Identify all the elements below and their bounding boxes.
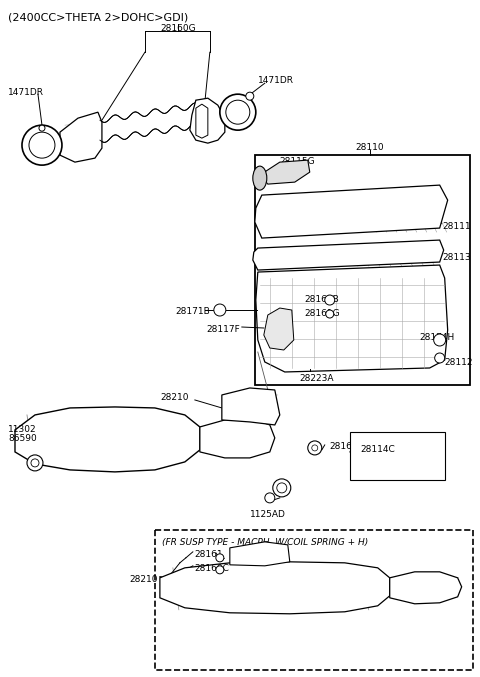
- Text: 28161: 28161: [195, 550, 224, 559]
- Bar: [350, 432, 444, 480]
- Polygon shape: [60, 112, 102, 162]
- Circle shape: [31, 459, 39, 467]
- Polygon shape: [222, 388, 280, 425]
- Circle shape: [27, 455, 43, 471]
- Text: 28111: 28111: [443, 222, 471, 231]
- Circle shape: [220, 94, 256, 130]
- Circle shape: [226, 100, 250, 124]
- Circle shape: [246, 92, 254, 100]
- Circle shape: [312, 445, 318, 451]
- Text: 28113: 28113: [443, 253, 471, 262]
- Bar: [155, 530, 473, 670]
- Circle shape: [435, 353, 444, 363]
- Text: 28112: 28112: [444, 358, 473, 367]
- Text: 28174H: 28174H: [420, 333, 455, 342]
- Text: 28117F: 28117F: [206, 325, 240, 334]
- Text: 28160B: 28160B: [305, 295, 339, 304]
- Text: 28161G: 28161G: [305, 309, 340, 318]
- Text: 28160G: 28160G: [160, 24, 196, 33]
- Text: 86590: 86590: [8, 434, 37, 443]
- Circle shape: [216, 566, 224, 574]
- Text: 28115G: 28115G: [280, 157, 315, 166]
- Circle shape: [325, 295, 335, 305]
- Text: (FR SUSP TYPE - MACPH. W/COIL SPRING + H): (FR SUSP TYPE - MACPH. W/COIL SPRING + H…: [162, 538, 368, 547]
- Text: 28110: 28110: [355, 143, 384, 152]
- Circle shape: [273, 479, 291, 497]
- Text: 1471DR: 1471DR: [8, 88, 44, 97]
- Text: (2400CC>THETA 2>DOHC>GDI): (2400CC>THETA 2>DOHC>GDI): [8, 12, 188, 22]
- Circle shape: [434, 334, 445, 346]
- Text: 28210: 28210: [161, 393, 189, 402]
- Bar: [255, 155, 469, 385]
- Circle shape: [308, 441, 322, 455]
- Polygon shape: [255, 185, 448, 238]
- Polygon shape: [15, 407, 200, 472]
- Polygon shape: [100, 103, 200, 142]
- Polygon shape: [390, 572, 462, 604]
- Text: 28210: 28210: [130, 575, 158, 584]
- Circle shape: [214, 304, 226, 316]
- Circle shape: [216, 554, 224, 562]
- Polygon shape: [200, 418, 275, 458]
- Polygon shape: [230, 542, 290, 566]
- Polygon shape: [190, 98, 225, 143]
- Text: 1125AD: 1125AD: [250, 510, 286, 519]
- Polygon shape: [196, 104, 208, 138]
- Text: 28223A: 28223A: [300, 374, 334, 383]
- Circle shape: [29, 132, 55, 158]
- Text: 28160C: 28160C: [195, 564, 230, 573]
- Circle shape: [22, 125, 62, 165]
- Ellipse shape: [253, 166, 267, 190]
- Circle shape: [277, 483, 287, 493]
- Text: 28160A: 28160A: [330, 442, 364, 451]
- Text: 28114C: 28114C: [360, 445, 395, 454]
- Polygon shape: [253, 240, 444, 270]
- Polygon shape: [260, 160, 310, 184]
- Polygon shape: [264, 308, 294, 350]
- Polygon shape: [256, 265, 448, 372]
- Polygon shape: [160, 562, 390, 614]
- Circle shape: [265, 493, 275, 503]
- Circle shape: [326, 310, 334, 318]
- Text: 28171B: 28171B: [175, 307, 210, 316]
- Text: 11302: 11302: [8, 425, 36, 434]
- Text: 1471DR: 1471DR: [258, 77, 294, 85]
- Circle shape: [39, 125, 45, 131]
